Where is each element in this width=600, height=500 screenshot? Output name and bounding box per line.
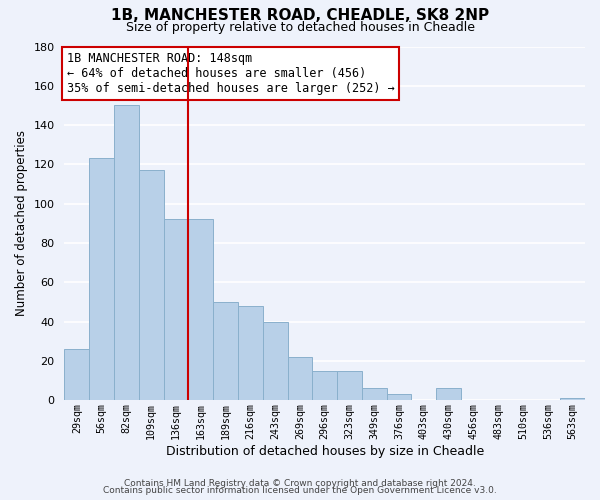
Bar (362, 388, 386, 400)
Y-axis label: Number of detached properties: Number of detached properties (15, 130, 28, 316)
X-axis label: Distribution of detached houses by size in Cheadle: Distribution of detached houses by size … (166, 444, 484, 458)
Bar (139, 170, 164, 400)
Bar (64, 349, 89, 400)
Text: Contains public sector information licensed under the Open Government Licence v3: Contains public sector information licen… (103, 486, 497, 495)
Bar (337, 370, 362, 400)
Bar (436, 388, 461, 400)
Text: 1B MANCHESTER ROAD: 148sqm
← 64% of detached houses are smaller (456)
35% of sem: 1B MANCHESTER ROAD: 148sqm ← 64% of deta… (67, 52, 395, 95)
Text: 1B, MANCHESTER ROAD, CHEADLE, SK8 2NP: 1B, MANCHESTER ROAD, CHEADLE, SK8 2NP (111, 8, 489, 22)
Bar (313, 370, 337, 400)
Bar (263, 322, 287, 400)
Bar (287, 357, 313, 400)
Text: Size of property relative to detached houses in Cheadle: Size of property relative to detached ho… (125, 21, 475, 34)
Bar (213, 302, 238, 400)
Bar (89, 158, 114, 400)
Bar (164, 220, 188, 400)
Bar (560, 398, 585, 400)
Text: Contains HM Land Registry data © Crown copyright and database right 2024.: Contains HM Land Registry data © Crown c… (124, 478, 476, 488)
Bar (238, 306, 263, 400)
Bar (114, 106, 139, 400)
Bar (188, 220, 213, 400)
Bar (386, 394, 412, 400)
